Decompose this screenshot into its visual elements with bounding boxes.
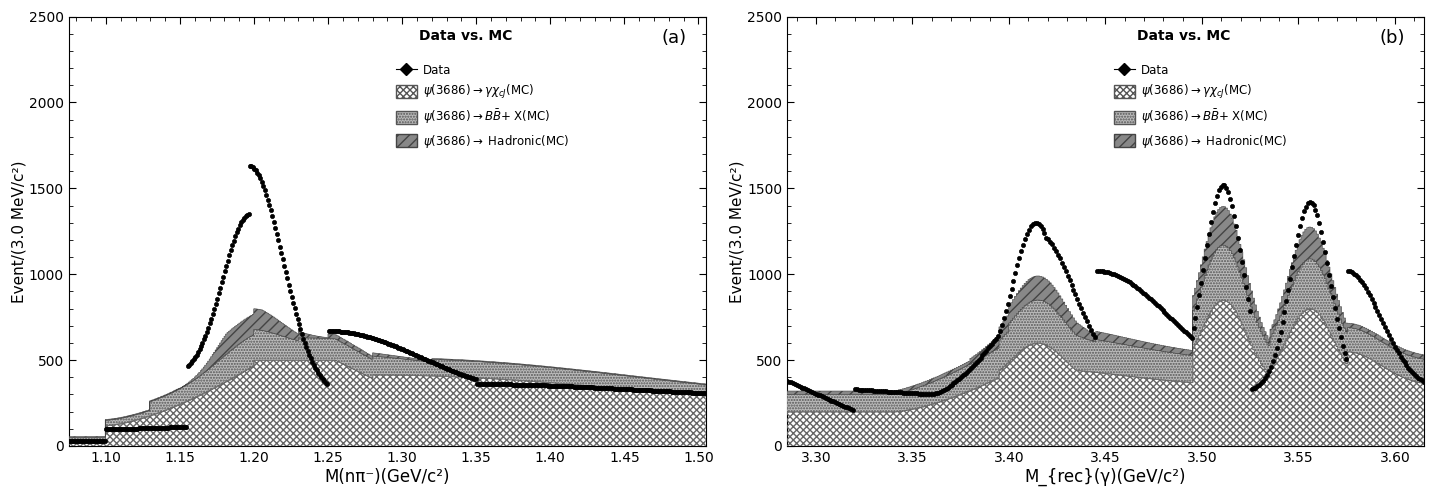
Legend: Data, $\psi(3686)\rightarrow\gamma\chi_{cJ}$(MC), $\psi(3686)\rightarrow B\bar{B: Data, $\psi(3686)\rightarrow\gamma\chi_{…: [393, 61, 571, 152]
Legend: Data, $\psi(3686)\rightarrow\gamma\chi_{cJ}$(MC), $\psi(3686)\rightarrow B\bar{B: Data, $\psi(3686)\rightarrow\gamma\chi_{…: [1111, 61, 1290, 152]
Text: (a): (a): [662, 29, 687, 48]
X-axis label: M(nπ⁻)(GeV/c²): M(nπ⁻)(GeV/c²): [324, 468, 451, 486]
X-axis label: M_{rec}(γ)(GeV/c²): M_{rec}(γ)(GeV/c²): [1025, 468, 1187, 486]
Text: (b): (b): [1379, 29, 1405, 48]
Y-axis label: Event/(3.0 MeV/c²): Event/(3.0 MeV/c²): [11, 160, 26, 303]
Text: Data vs. MC: Data vs. MC: [419, 29, 512, 44]
Text: Data vs. MC: Data vs. MC: [1138, 29, 1231, 44]
Y-axis label: Event/(3.0 MeV/c²): Event/(3.0 MeV/c²): [729, 160, 745, 303]
